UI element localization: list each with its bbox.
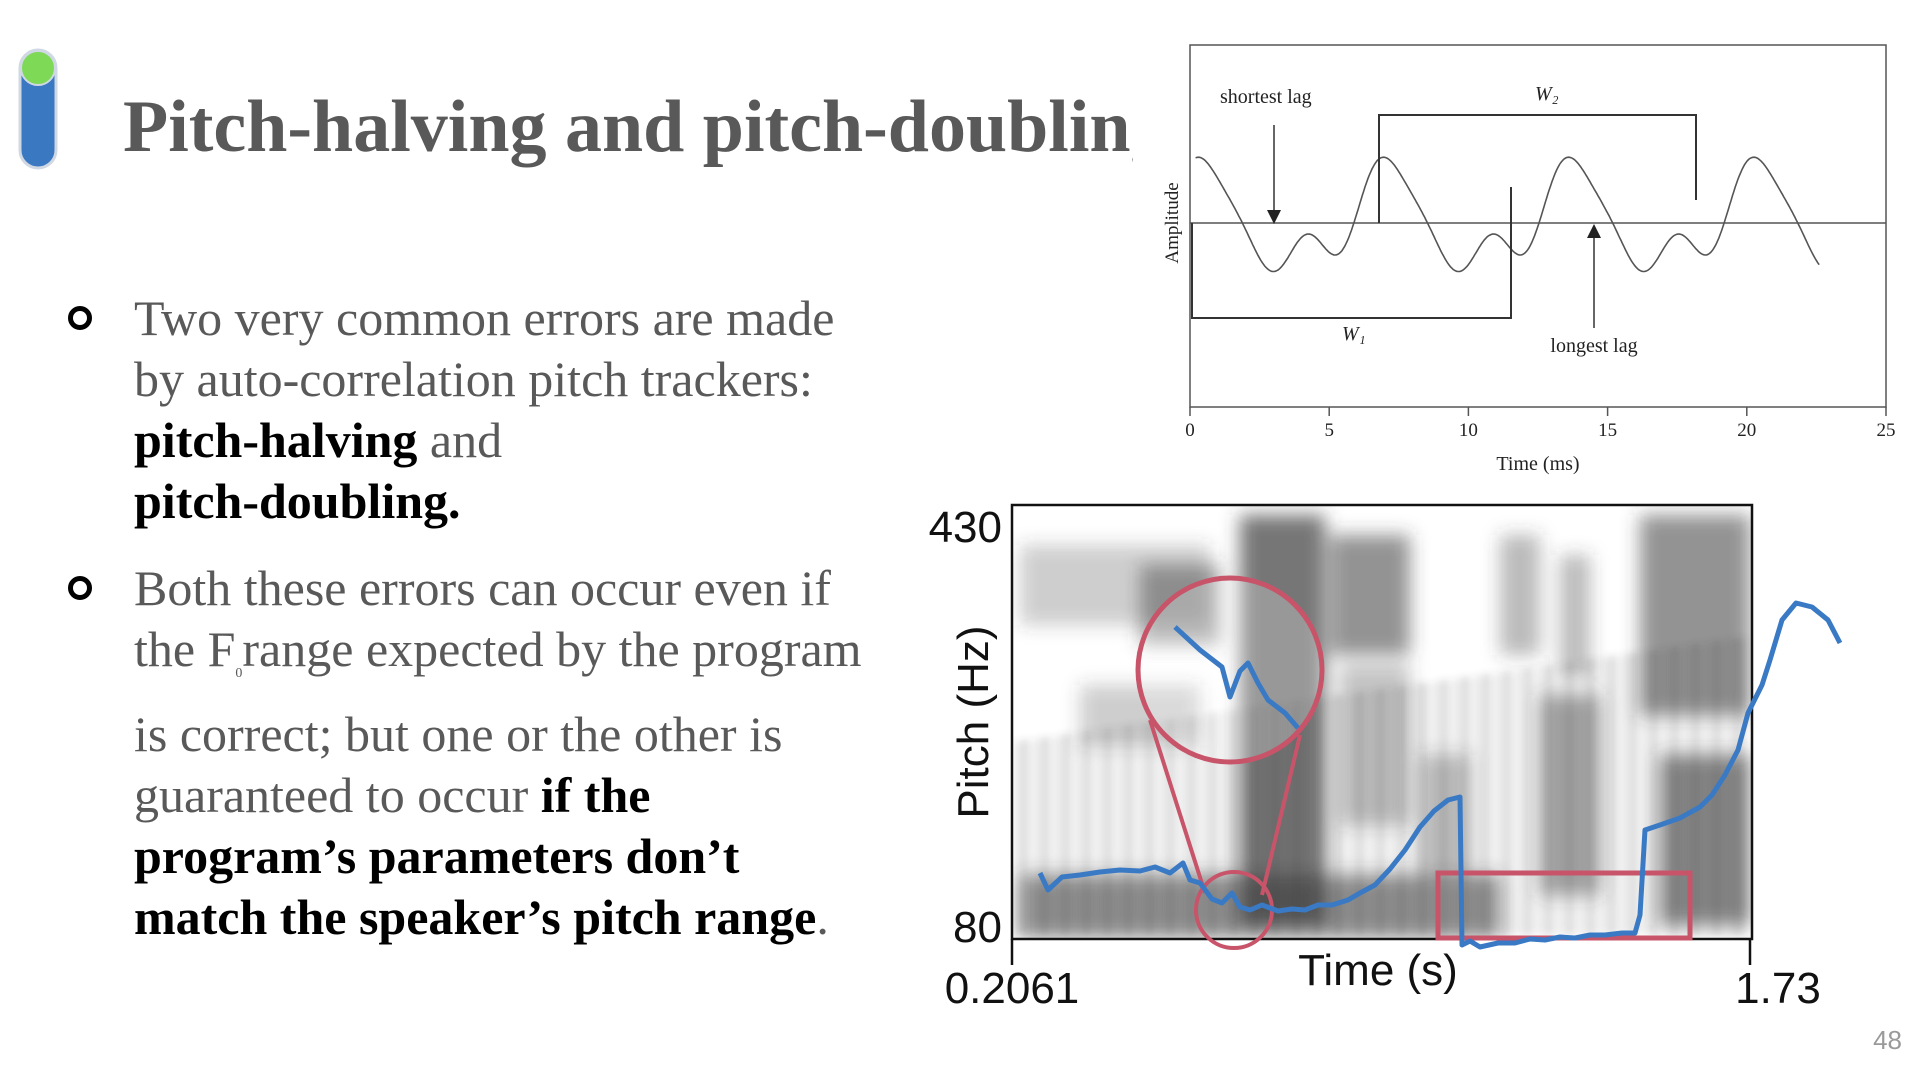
slide-accent-pill <box>18 48 58 170</box>
bullet-text: Both these errors can occur even if the … <box>134 558 882 948</box>
bullet-list: Two very common errors are made by auto-… <box>62 288 882 974</box>
y-max-label: 430 <box>929 503 1002 552</box>
x-tick-label: 10 <box>1459 420 1478 441</box>
bullet-text-run: . <box>816 889 829 945</box>
window-w2 <box>1378 114 1697 223</box>
waveform-frame <box>1189 44 1887 408</box>
bullet-text-run: Two very common errors are made by auto-… <box>134 290 835 407</box>
bullet-bold-run: pitch-doubling. <box>134 473 461 529</box>
spectrogram-frame <box>1010 503 1754 941</box>
bullet-text-run: range expected by the program is correct… <box>134 621 862 823</box>
pitch-track-line <box>1037 600 1843 950</box>
shortest-lag-label: shortest lag <box>1220 86 1312 108</box>
amplitude-axis-label: Amplitude <box>1162 182 1183 263</box>
bullet-circle-icon <box>68 576 92 600</box>
zoomed-pitch-line <box>1173 625 1300 730</box>
zoom-connector <box>1260 734 1302 896</box>
x-min-label: 0.2061 <box>945 964 1080 1013</box>
bullet-item-1: Two very common errors are made by auto-… <box>62 288 882 532</box>
zoom-circle <box>1135 575 1325 765</box>
bullet-circle-icon <box>68 306 92 330</box>
pitch-axis-label: Pitch (Hz) <box>949 625 998 818</box>
x-tick-label: 25 <box>1877 420 1896 441</box>
zoom-connector <box>1148 719 1207 894</box>
waveform-x-ticks: 0 5 10 15 20 25 <box>1185 407 1896 441</box>
bullet-subscript-run: 0 <box>235 666 243 681</box>
x-max-label: 1.73 <box>1735 964 1821 1013</box>
w1-label: W₁ <box>1342 323 1366 345</box>
time-axis-label: Time (s) <box>1298 946 1458 995</box>
bullet-bold-run: pitch-halving <box>134 412 418 468</box>
x-tick-label: 5 <box>1324 420 1334 441</box>
bullet-item-2: Both these errors can occur even if the … <box>62 558 882 948</box>
window-w1 <box>1191 187 1512 319</box>
waveform-figure: shortest lag longest lag W₁ W₂ Amplitude… <box>1162 44 1896 475</box>
w2-label: W₂ <box>1535 83 1559 105</box>
page-number: 48 <box>1873 1025 1902 1055</box>
arrow-down-icon <box>1267 210 1281 224</box>
bullet-bold-run: if the program’s parameters don’t match … <box>134 767 817 945</box>
page-title: Pitch-halving and pitch-doubling <box>123 86 1133 168</box>
arrow-up-icon <box>1587 224 1601 238</box>
longest-lag-label: longest lag <box>1550 335 1637 357</box>
x-tick-label: 20 <box>1737 420 1756 441</box>
x-tick-label: 15 <box>1598 420 1617 441</box>
bullet-text-run: and <box>417 412 503 468</box>
bullet-text: Two very common errors are made by auto-… <box>134 288 882 532</box>
waveform-signal <box>1195 156 1820 273</box>
x-tick-label: 0 <box>1185 420 1195 441</box>
y-min-label: 80 <box>953 903 1002 952</box>
waveform-x-axis-label: Time (ms) <box>1496 453 1579 475</box>
bullet-text-run: Both these errors can occur even if the … <box>134 560 831 677</box>
pitch-track-figure: 430 80 Pitch (Hz) 0.2061 Time (s) 1.73 <box>929 503 1843 1013</box>
